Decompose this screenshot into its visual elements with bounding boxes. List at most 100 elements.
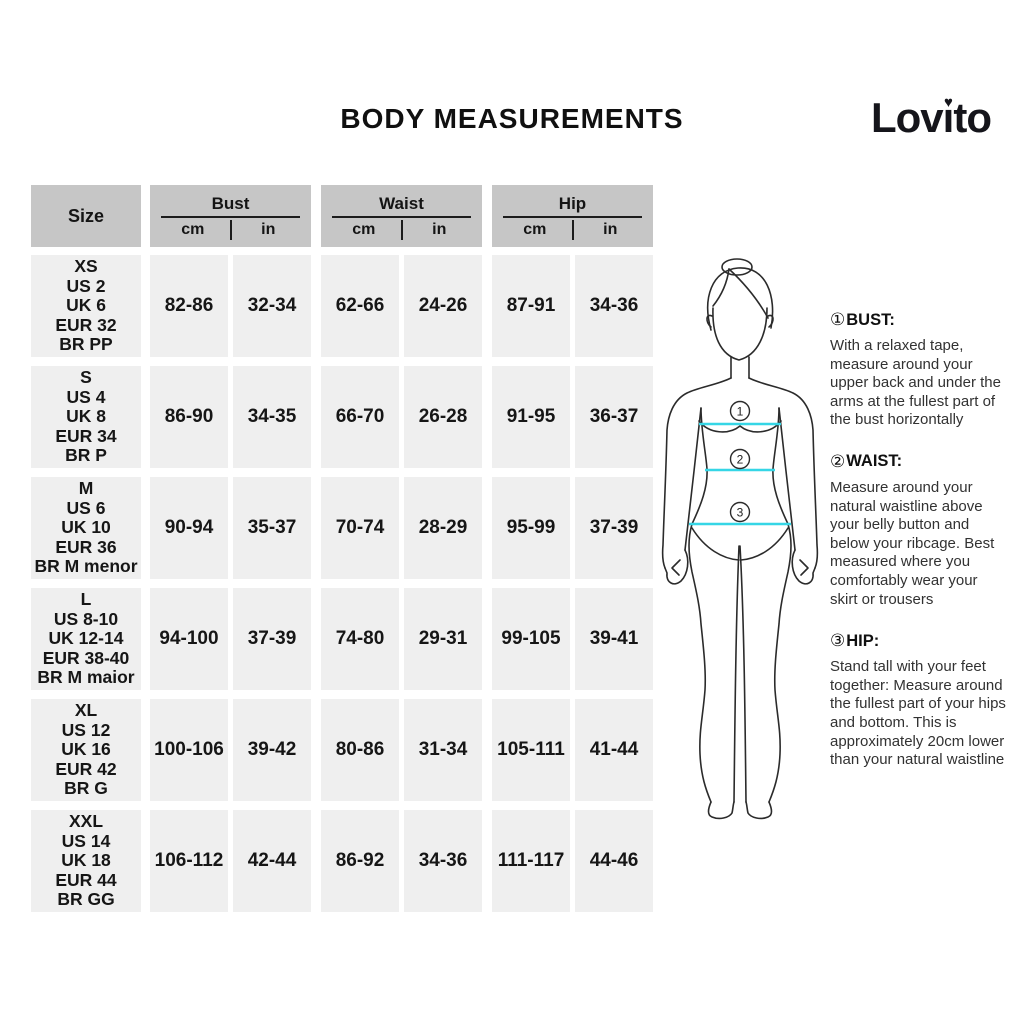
waist-cm-label: cm xyxy=(352,221,376,238)
column-header-bust: Bust cm in xyxy=(150,185,311,247)
value-cell: 87-91 xyxy=(492,255,570,357)
value-cell: 24-26 xyxy=(404,255,482,357)
bust-in-label: in xyxy=(261,221,276,238)
hand-right-fingers xyxy=(799,559,809,576)
size-cell-s: S US 4 UK 8 EUR 34 BR P xyxy=(31,366,141,468)
value-cell: 35-37 xyxy=(233,477,311,579)
marker-label-3: 3 xyxy=(737,506,744,520)
value-cell: 34-36 xyxy=(575,255,653,357)
size-cell-xs: XS US 2 UK 6 EUR 32 BR PP xyxy=(31,255,141,357)
header-rule xyxy=(332,216,471,218)
value-cell: 31-34 xyxy=(404,699,482,801)
unit-divider xyxy=(571,220,574,240)
marker-label-2: 2 xyxy=(737,453,744,467)
hair-outline xyxy=(707,267,774,331)
value-cell: 34-35 xyxy=(233,366,311,468)
value-cell: 90-94 xyxy=(150,477,228,579)
value-cell: 34-36 xyxy=(404,810,482,912)
outer-leg-right xyxy=(768,523,792,803)
logo-text-suffix: to xyxy=(953,94,992,141)
value-cell: 66-70 xyxy=(321,366,399,468)
column-header-waist: Waist cm in xyxy=(321,185,482,247)
outer-leg-left xyxy=(688,523,712,803)
circled-2-icon: ② xyxy=(830,451,846,472)
hand-left-fingers xyxy=(671,559,681,576)
value-cell: 37-39 xyxy=(575,477,653,579)
instruction-waist: ② WAIST: Measure around your natural wais… xyxy=(830,452,1008,609)
value-cell: 28-29 xyxy=(404,477,482,579)
hair-bun xyxy=(721,258,753,276)
value-cell: 95-99 xyxy=(492,477,570,579)
waist-header-label: Waist xyxy=(379,194,424,213)
circled-3-icon: ③ xyxy=(830,631,846,652)
bikini-left xyxy=(691,527,740,561)
value-cell: 100-106 xyxy=(150,699,228,801)
instruction-bust-heading: ① BUST: xyxy=(830,310,895,330)
waist-units: cm in xyxy=(321,220,482,240)
measurement-lines xyxy=(689,422,791,526)
value-cell: 82-86 xyxy=(150,255,228,357)
size-cell-l: L US 8-10 UK 12-14 EUR 38-40 BR M maior xyxy=(31,588,141,690)
hair-sweep xyxy=(728,268,769,319)
face-outline xyxy=(712,307,768,361)
value-cell: 99-105 xyxy=(492,588,570,690)
value-cell: 29-31 xyxy=(404,588,482,690)
value-cell: 91-95 xyxy=(492,366,570,468)
value-cell: 44-46 xyxy=(575,810,653,912)
hip-header-label: Hip xyxy=(558,194,587,213)
header-rule xyxy=(161,216,300,218)
value-cell: 39-42 xyxy=(233,699,311,801)
circled-1-icon: ① xyxy=(830,310,846,330)
body-figure-illustration: 1 2 3 xyxy=(661,258,819,820)
marker-circle-3 xyxy=(729,501,751,523)
marker-label-1: 1 xyxy=(737,405,744,419)
value-cell: 105-111 xyxy=(492,699,570,801)
size-table: Size Bust cm in Waist cm in Hip cm xyxy=(31,185,653,912)
measurement-markers: 1 2 3 xyxy=(729,400,751,523)
value-cell: 86-92 xyxy=(321,810,399,912)
instruction-hip-heading: ③ HIP: xyxy=(830,631,880,652)
bust-curves xyxy=(698,420,782,433)
header-rule xyxy=(503,216,642,218)
marker-circle-2 xyxy=(729,448,751,470)
lovito-logo: Lovı ♥ to xyxy=(871,94,992,142)
hand-left xyxy=(664,549,689,585)
measurement-instructions: ① BUST: With a relaxed tape, measure arou… xyxy=(830,310,1008,792)
value-cell: 106-112 xyxy=(150,810,228,912)
shoulder-arm-right xyxy=(748,377,819,569)
value-cell: 62-66 xyxy=(321,255,399,357)
size-cell-m: M US 6 UK 10 EUR 36 BR M menor xyxy=(31,477,141,579)
unit-divider xyxy=(400,220,403,240)
hip-cm-label: cm xyxy=(523,221,547,238)
instruction-hip-text: Stand tall with your feet together: Meas… xyxy=(830,658,1006,769)
column-header-hip: Hip cm in xyxy=(492,185,653,247)
heart-icon: ♥ xyxy=(944,94,953,111)
hair-strand xyxy=(712,268,730,307)
value-cell: 41-44 xyxy=(575,699,653,801)
inner-leg-right xyxy=(739,545,747,803)
value-cell: 39-41 xyxy=(575,588,653,690)
value-cell: 70-74 xyxy=(321,477,399,579)
value-cell: 80-86 xyxy=(321,699,399,801)
size-cell-xxl: XXL US 14 UK 18 EUR 44 BR GG xyxy=(31,810,141,912)
value-cell: 74-80 xyxy=(321,588,399,690)
waist-in-label: in xyxy=(432,221,447,238)
hip-in-label: in xyxy=(603,221,618,238)
logo-letter-i: ı ♥ xyxy=(942,94,955,142)
bust-cm-label: cm xyxy=(181,221,205,238)
ear-right xyxy=(767,314,774,328)
instruction-hip: ③ HIP: Stand tall with your feet together… xyxy=(830,631,1008,770)
body-outline xyxy=(661,258,819,820)
value-cell: 86-90 xyxy=(150,366,228,468)
logo-i-stem: ı xyxy=(942,94,955,141)
instruction-bust-text: With a relaxed tape, measure around your… xyxy=(830,337,1001,429)
logo-text-prefix: Lov xyxy=(871,94,944,141)
bust-units: cm in xyxy=(150,220,311,240)
bikini-right xyxy=(740,527,789,561)
shoulder-arm-left xyxy=(661,377,732,569)
value-cell: 26-28 xyxy=(404,366,482,468)
unit-divider xyxy=(229,220,232,240)
instruction-bust: ① BUST: With a relaxed tape, measure arou… xyxy=(830,310,1008,430)
value-cell: 32-34 xyxy=(233,255,311,357)
